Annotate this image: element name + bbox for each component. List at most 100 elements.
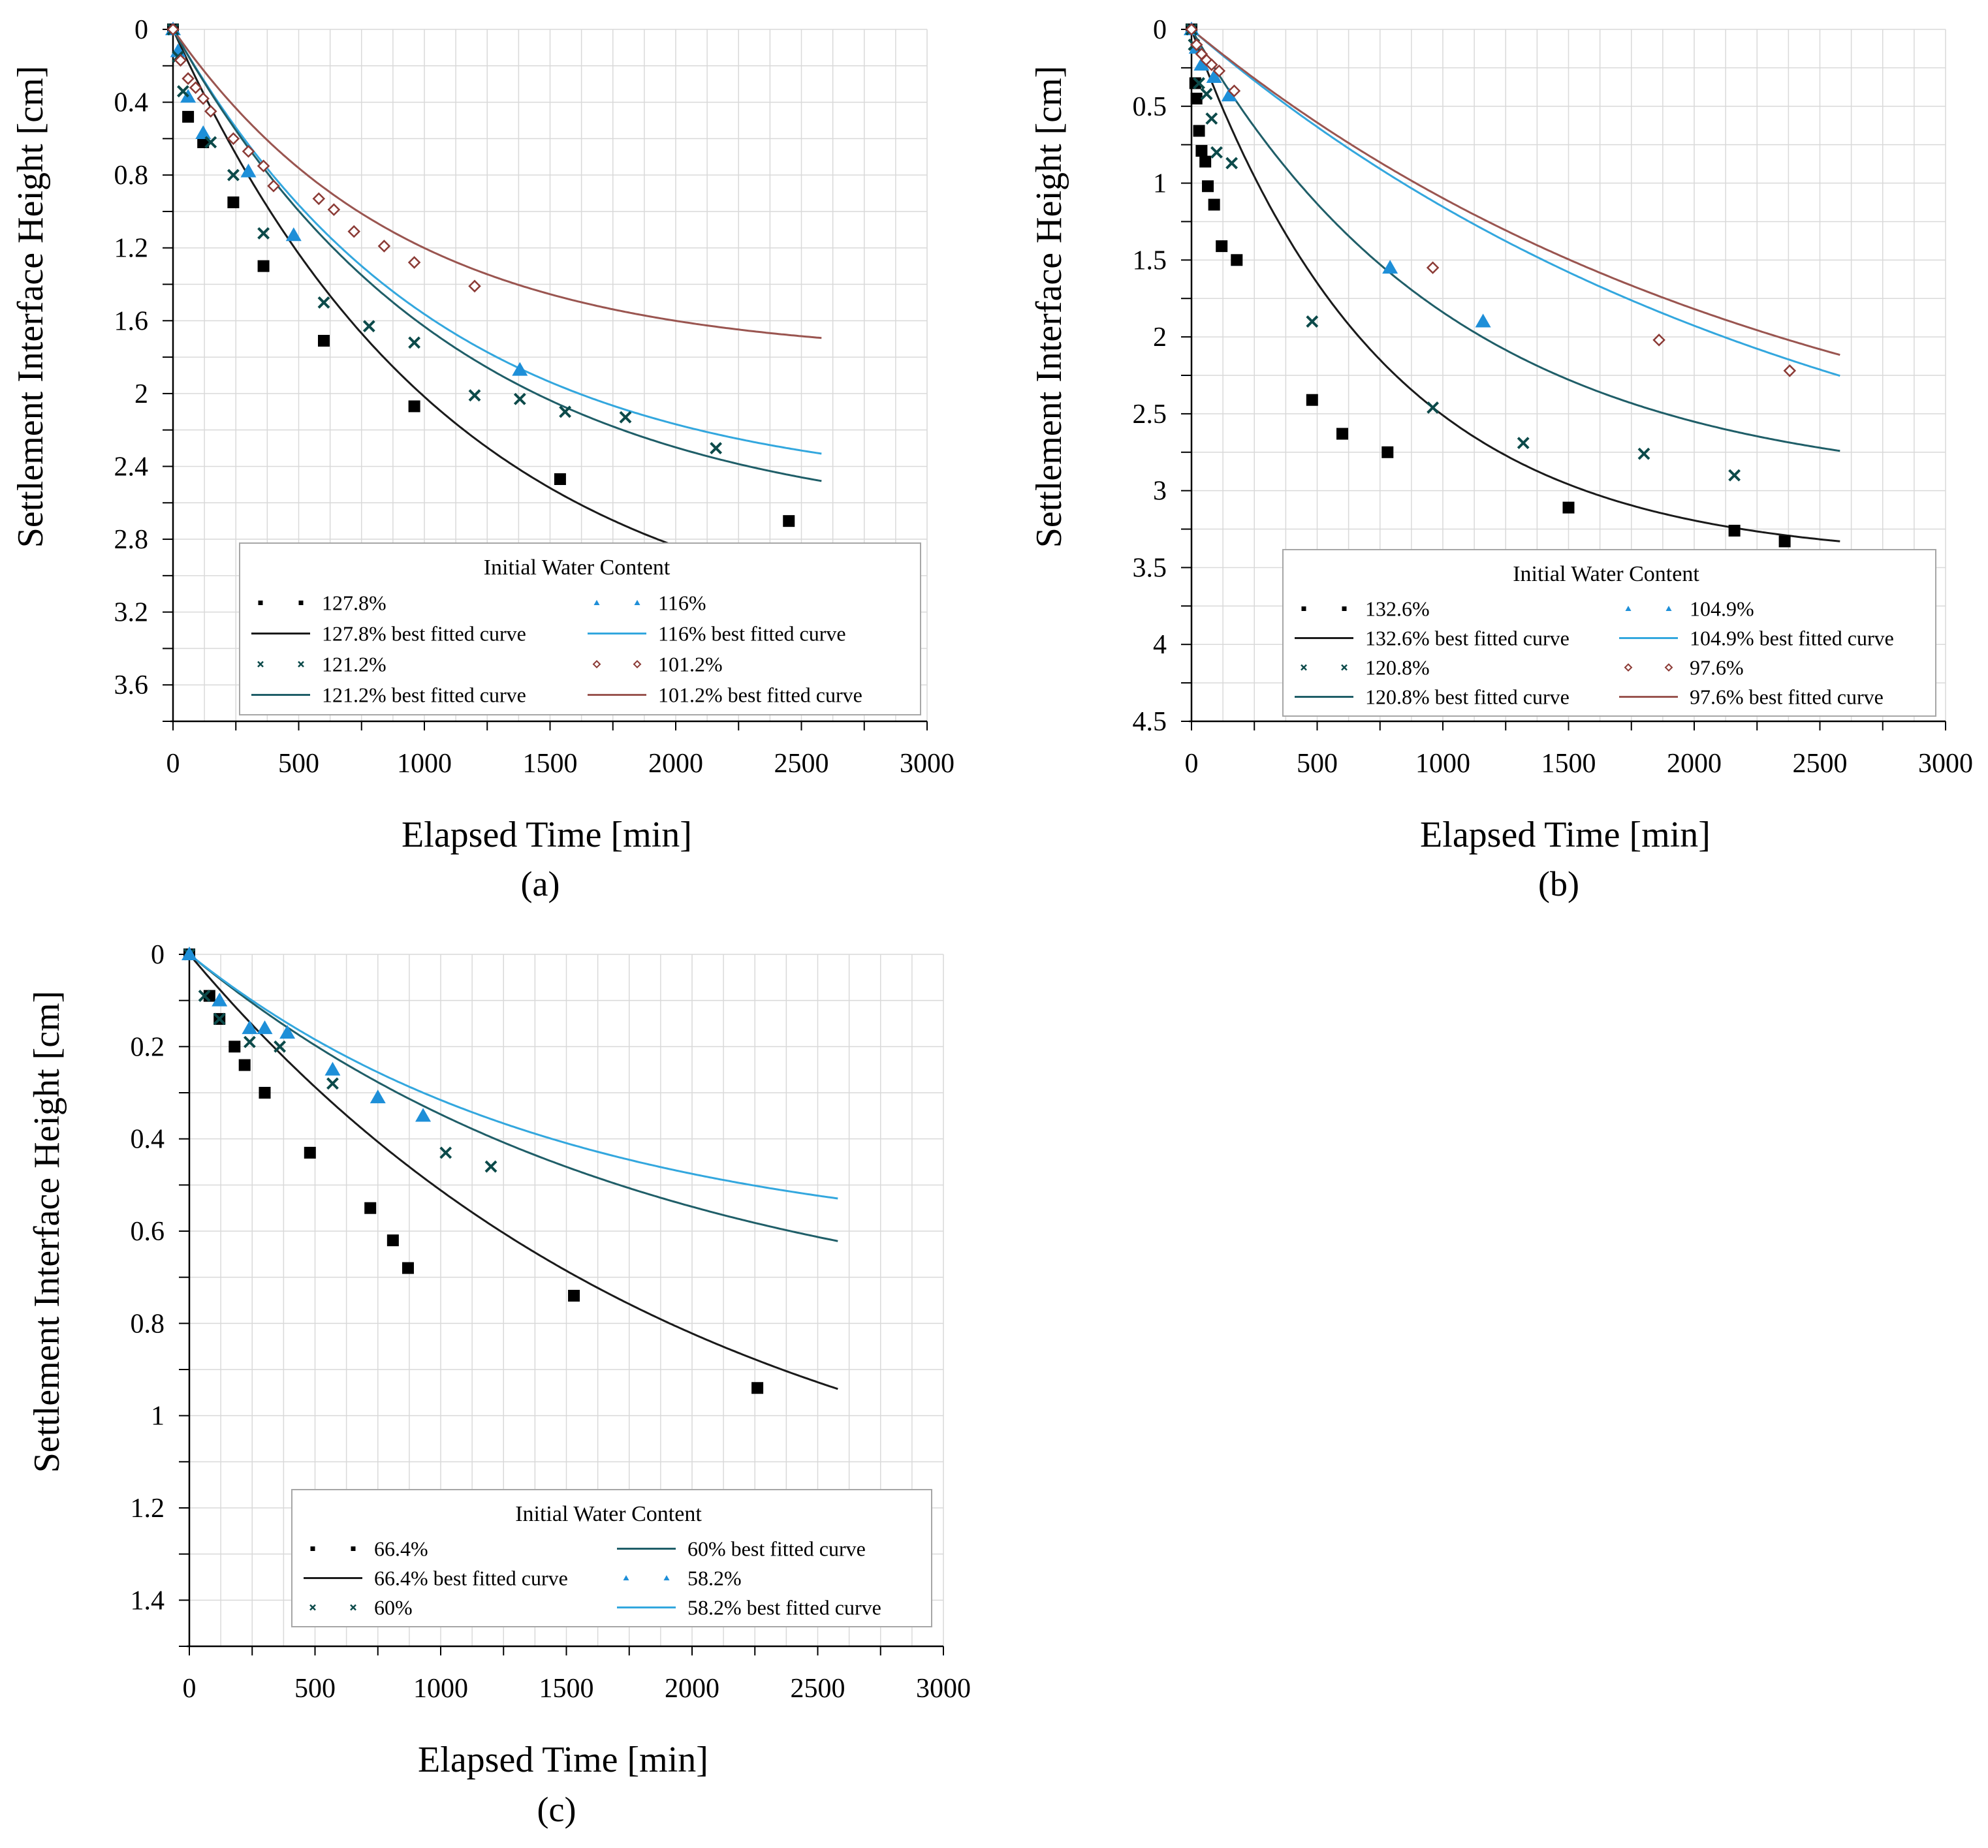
data-point	[387, 1234, 399, 1247]
data-point	[257, 260, 270, 272]
legend-label: 121.2%	[322, 653, 387, 676]
data-point	[377, 240, 391, 253]
data-point	[176, 85, 189, 98]
data-point	[213, 1012, 226, 1026]
data-point	[1195, 145, 1208, 157]
legend-label: 127.8% best fitted curve	[322, 622, 526, 646]
data-point	[1381, 446, 1394, 458]
legend-marker-sample	[350, 1604, 356, 1611]
legend-label: 127.8%	[322, 591, 387, 615]
data-point	[1202, 180, 1214, 193]
legend-marker-sample	[593, 600, 600, 605]
data-point	[512, 362, 528, 376]
data-point	[408, 336, 421, 349]
data-point	[240, 163, 257, 178]
series-97.6%	[1185, 23, 1797, 377]
data-point	[166, 23, 180, 36]
y-tick-label: 4.5	[1133, 707, 1167, 737]
data-point	[304, 1146, 316, 1159]
legend-label: 116% best fitted curve	[658, 622, 846, 646]
y-tick-label: 1	[1153, 169, 1167, 199]
data-point	[468, 389, 481, 402]
data-point	[1517, 437, 1530, 450]
y-tick-label: 1.2	[114, 234, 149, 264]
y-tick-label: 2.5	[1133, 399, 1167, 430]
legend-label: 104.9%	[1690, 597, 1754, 621]
x-tick-label: 1500	[539, 1674, 594, 1704]
data-point	[484, 1160, 497, 1173]
x-tick-label: 500	[294, 1674, 336, 1704]
data-point	[204, 104, 217, 118]
legend-label: 101.2%	[658, 653, 723, 676]
x-tick-label: 500	[278, 749, 319, 779]
fitted-curve-116%	[172, 29, 822, 455]
data-point	[312, 192, 326, 206]
legend: Initial Water Content 127.8% 116% 127.8% be…	[239, 542, 921, 715]
fitted-curve-101.2%	[172, 29, 822, 339]
legend-label: 58.2% best fitted curve	[687, 1596, 881, 1620]
data-point	[1205, 112, 1218, 125]
y-tick-label: 3.6	[114, 670, 149, 700]
legend-marker-sample	[1624, 663, 1633, 672]
series-60%	[183, 948, 497, 1173]
data-point	[1475, 313, 1491, 328]
y-tick-label: 1.5	[1133, 245, 1167, 275]
y-tick-label: 0.4	[114, 88, 149, 118]
data-point	[1205, 58, 1218, 71]
legend-marker-sample	[298, 601, 304, 605]
x-axis-title: Elapsed Time [min]	[1420, 815, 1711, 855]
chart-panel-a: 0 500 1000 1500 2000 2500 3000 0 0.4 0.8 1.2 1.6 2 2.…	[10, 15, 955, 903]
fitted-curve-120.8%	[1190, 29, 1840, 452]
data-point	[554, 473, 566, 485]
data-point	[407, 256, 421, 269]
data-point	[439, 1146, 452, 1159]
legend: Initial Water Content 132.6% 104.9% 132.6% …	[1282, 549, 1936, 717]
data-point	[362, 320, 375, 333]
data-point	[1336, 428, 1348, 440]
x-tick-label: 2000	[1667, 749, 1722, 779]
legend-label: 132.6% best fitted curve	[1365, 627, 1570, 650]
data-point	[347, 225, 360, 238]
series-58.2%	[181, 947, 432, 1122]
x-tick-label: 0	[183, 1674, 197, 1704]
data-point	[513, 392, 526, 405]
legend-marker-sample	[1301, 664, 1307, 671]
data-point	[227, 132, 240, 146]
x-tick-label: 0	[166, 749, 180, 779]
data-point	[402, 1262, 414, 1274]
data-point	[326, 1077, 339, 1090]
data-point	[274, 1040, 287, 1053]
data-point	[1225, 157, 1239, 170]
data-point	[317, 296, 330, 309]
data-point	[227, 196, 240, 208]
y-tick-label: 2.8	[114, 525, 149, 555]
x-tick-label: 1000	[397, 749, 452, 779]
fitted-curve-97.6%	[1191, 28, 1840, 356]
x-tick-label: 2500	[791, 1674, 845, 1704]
fitted-curve-58.2%	[189, 953, 838, 1200]
data-point	[751, 1382, 764, 1394]
x-tick-label: 2000	[665, 1674, 719, 1704]
data-point	[1189, 77, 1201, 89]
y-tick-label: 3	[1153, 477, 1167, 507]
legend-title: Initial Water Content	[484, 556, 671, 580]
data-point	[619, 411, 632, 424]
x-tick-label: 0	[1185, 749, 1199, 779]
legend: Initial Water Content 66.4% 60% best fitte…	[291, 1489, 932, 1627]
data-point	[1199, 155, 1212, 168]
x-tick-label: 3000	[1918, 749, 1973, 779]
data-point	[257, 159, 270, 172]
data-point	[1783, 364, 1797, 377]
x-tick-label: 500	[1297, 749, 1338, 779]
fitted-curve-66.4%	[188, 954, 838, 1390]
y-tick-label: 1.2	[131, 1494, 165, 1524]
legend-label: 120.8%	[1365, 656, 1430, 680]
fitted-curve-121.2%	[172, 29, 822, 482]
x-axis-title: Elapsed Time [min]	[402, 815, 692, 855]
panel-caption: (c)	[537, 1790, 576, 1829]
y-tick-label: 3.2	[114, 598, 149, 628]
legend-label: 104.9% best fitted curve	[1690, 627, 1894, 650]
panel-caption: (a)	[521, 864, 560, 903]
legend-marker-sample	[1301, 606, 1306, 611]
legend-label: 116%	[658, 591, 706, 615]
